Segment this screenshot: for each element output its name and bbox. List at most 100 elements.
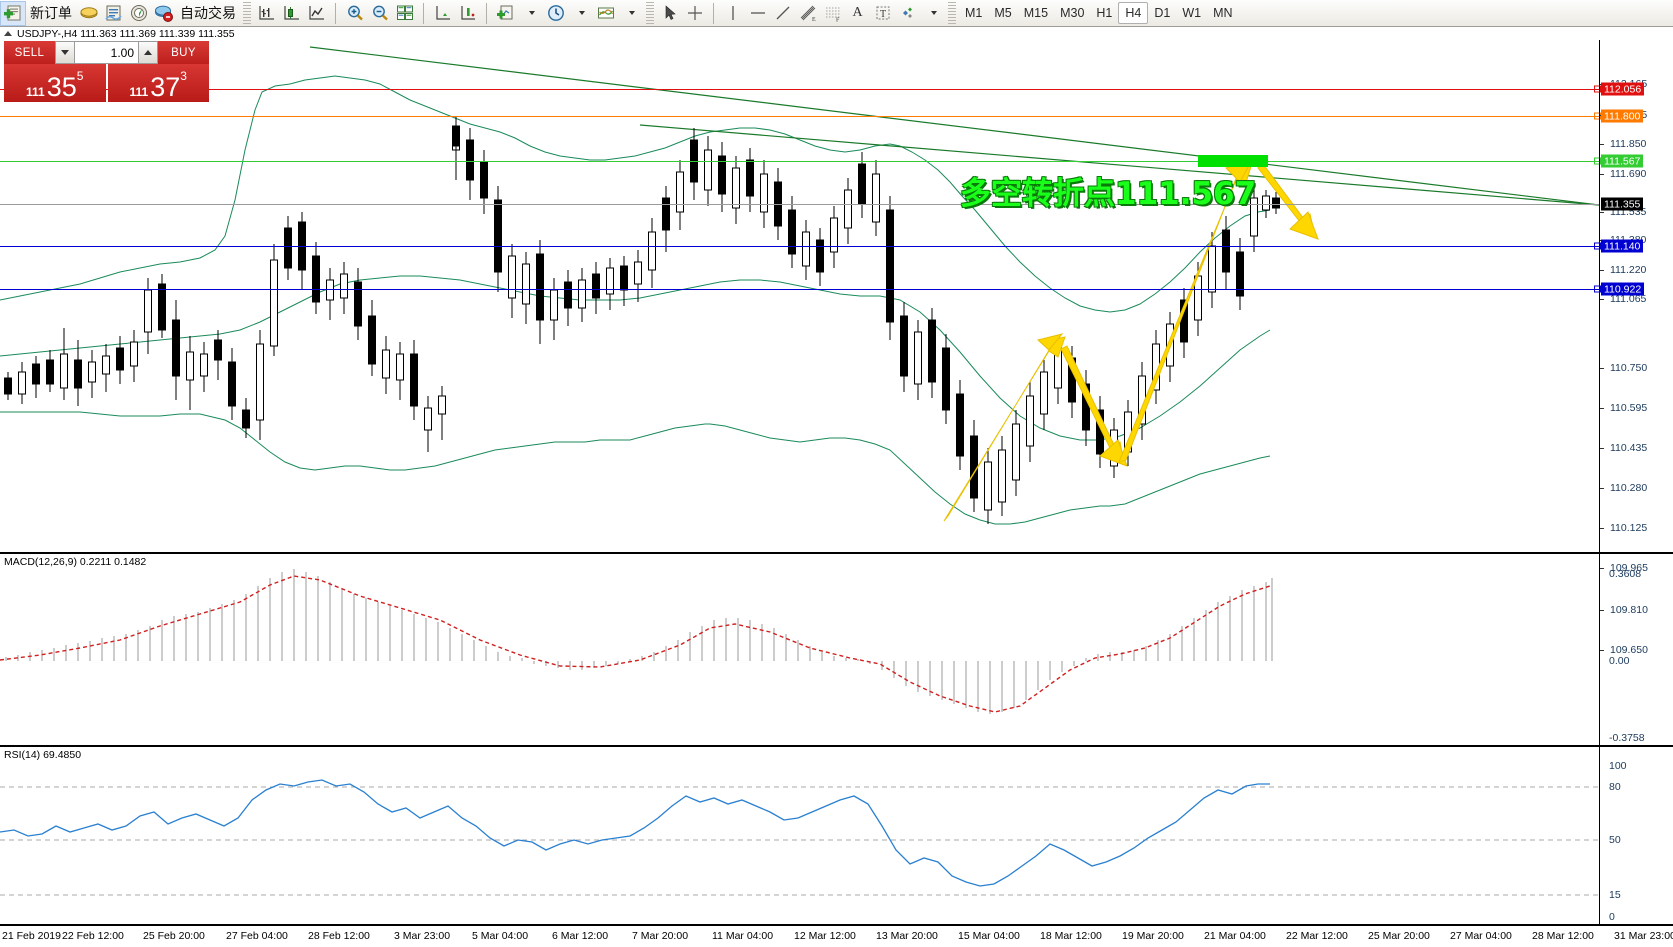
new-order-label[interactable]: 新订单 xyxy=(30,5,72,21)
main-toolbar: 新订单 xyxy=(0,0,1673,27)
buy-button[interactable]: BUY xyxy=(158,41,209,64)
zoom-out-icon[interactable] xyxy=(367,1,392,26)
text-icon[interactable]: A xyxy=(852,5,863,20)
expert-advisors-icon[interactable] xyxy=(76,1,101,26)
volume-increase-button[interactable] xyxy=(138,42,157,63)
new-chart-dropdown-icon[interactable] xyxy=(518,1,543,26)
period-clock-icon[interactable] xyxy=(543,1,568,26)
cursor-icon[interactable] xyxy=(657,1,682,26)
price-level-line-111140[interactable] xyxy=(0,246,1599,247)
svg-text:T: T xyxy=(880,9,886,20)
time-tick-label: 18 Mar 12:00 xyxy=(1040,930,1102,942)
time-tick-label: 25 Mar 20:00 xyxy=(1368,930,1430,942)
volume-input[interactable]: 1.00 xyxy=(75,42,138,63)
objects-list-icon[interactable] xyxy=(895,1,920,26)
toolbar-grip[interactable] xyxy=(243,2,251,24)
volume-decrease-button[interactable] xyxy=(56,42,75,63)
fibonacci-icon[interactable]: F xyxy=(820,1,845,26)
price-tick-label: 111.690 xyxy=(1610,168,1647,180)
price-tick-label: 110.280 xyxy=(1610,482,1648,494)
buy-price-whole: 111 xyxy=(129,85,149,99)
price-tag-112056[interactable]: 112.056 xyxy=(1601,82,1645,96)
crosshair-icon[interactable] xyxy=(682,1,707,26)
new-chart-icon[interactable] xyxy=(493,1,518,26)
rsi-tick-label: 80 xyxy=(1609,781,1621,793)
price-level-line-110922[interactable] xyxy=(0,289,1599,290)
timeframe-d1[interactable]: D1 xyxy=(1154,6,1171,20)
autotrading-icon[interactable] xyxy=(151,1,176,26)
tile-windows-icon[interactable] xyxy=(392,1,417,26)
price-level-line-111800[interactable] xyxy=(0,116,1599,117)
sell-button[interactable]: SELL xyxy=(4,41,55,64)
price-tick-label: 110.750 xyxy=(1610,362,1648,374)
axis-tick xyxy=(1600,299,1604,300)
time-axis[interactable]: 21 Feb 2019 22 Feb 12:00 25 Feb 20:00 27… xyxy=(0,924,1673,947)
sell-price-big: 35 xyxy=(46,72,77,102)
new-order-icon[interactable] xyxy=(0,0,26,26)
turning-point-annotation[interactable]: 多空转折点111.567 xyxy=(960,176,1257,212)
axis-tick xyxy=(1600,488,1604,489)
time-tick-label: 21 Feb 2019 xyxy=(2,930,61,942)
timeframe-m1[interactable]: M1 xyxy=(965,6,983,20)
macd-pane-separator xyxy=(0,552,1673,554)
price-tag-111800[interactable]: 111.800 xyxy=(1601,109,1644,123)
price-tag-110922[interactable]: 110.922 xyxy=(1601,282,1645,296)
timeframe-h1[interactable]: H1 xyxy=(1096,6,1113,20)
yellow-arrow-head-2 xyxy=(1099,439,1128,467)
timeframe-mn[interactable]: MN xyxy=(1213,6,1233,20)
price-tick-label: 109.810 xyxy=(1610,604,1648,616)
toolbar-grip-2[interactable] xyxy=(646,2,654,24)
rsi-indicator-label[interactable]: RSI(14) 69.4850 xyxy=(4,749,82,761)
timeframe-h4[interactable]: H4 xyxy=(1118,2,1149,24)
autotrading-label[interactable]: 自动交易 xyxy=(180,5,236,21)
price-axis[interactable]: 112.165 112.005 111.850 111.690 111.535 … xyxy=(1599,40,1673,924)
price-tag-111567[interactable]: 111.567 xyxy=(1601,154,1644,168)
crosshair-axes-red-icon[interactable] xyxy=(455,1,480,26)
period-dropdown-icon[interactable] xyxy=(568,1,593,26)
buy-price-display[interactable]: 111 37 3 xyxy=(107,64,209,102)
time-tick-label: 5 Mar 04:00 xyxy=(472,930,529,942)
text-label-icon[interactable]: T xyxy=(870,1,895,26)
time-tick-label: 27 Feb 04:00 xyxy=(226,930,288,942)
timeframe-w1[interactable]: W1 xyxy=(1182,6,1202,20)
macd-tick-label: 0.3608 xyxy=(1609,568,1642,580)
candlestick-chart-icon[interactable] xyxy=(279,1,304,26)
navigator-icon[interactable] xyxy=(126,1,151,26)
line-chart-icon[interactable] xyxy=(304,1,329,26)
timeframe-m15[interactable]: M15 xyxy=(1023,6,1049,20)
symbol-ohlc-bar: USDJPY-,H4 111.363 111.369 111.339 111.3… xyxy=(0,27,1673,40)
timeframe-m5[interactable]: M5 xyxy=(994,6,1012,20)
price-level-line-111567[interactable] xyxy=(0,161,1599,162)
price-tag-111140[interactable]: 111.140 xyxy=(1601,239,1644,253)
data-window-icon[interactable] xyxy=(101,1,126,26)
collapse-triangle-icon[interactable] xyxy=(4,31,12,36)
toolbar-separator xyxy=(333,2,338,24)
toolbar-grip-3[interactable] xyxy=(948,2,956,24)
macd-indicator-label[interactable]: MACD(12,26,9) 0.2211 0.1482 xyxy=(4,556,147,568)
price-level-line-112056[interactable] xyxy=(0,89,1599,90)
current-price-line-111355 xyxy=(0,204,1599,205)
timeframe-m30[interactable]: M30 xyxy=(1060,6,1085,20)
zoom-in-icon[interactable] xyxy=(342,1,367,26)
objects-dropdown-icon[interactable] xyxy=(920,1,945,26)
rsi-tick-label: 15 xyxy=(1609,889,1621,901)
resistance-zone-rectangle[interactable] xyxy=(1198,155,1268,167)
horizontal-line-icon[interactable] xyxy=(745,1,770,26)
sell-price-display[interactable]: 111 35 5 xyxy=(4,64,106,102)
chevron-down-icon xyxy=(61,50,69,55)
buy-price-big: 37 xyxy=(150,72,181,102)
bar-chart-icon[interactable] xyxy=(254,1,279,26)
symbol-ohlc-text: USDJPY-,H4 111.363 111.369 111.339 111.3… xyxy=(17,27,235,40)
price-tag-current-111355[interactable]: 111.355 xyxy=(1601,197,1644,211)
crosshair-axes-green-icon[interactable] xyxy=(430,1,455,26)
vertical-line-icon[interactable] xyxy=(720,1,745,26)
equidistant-channel-icon[interactable]: E xyxy=(795,1,820,26)
one-click-trading-panel[interactable]: SELL 1.00 BUY 111 35 5 111 37 3 xyxy=(4,41,209,102)
trendline-icon[interactable] xyxy=(770,1,795,26)
templates-icon[interactable] xyxy=(593,1,618,26)
price-tick-label: 110.595 xyxy=(1610,402,1648,414)
templates-dropdown-icon[interactable] xyxy=(618,1,643,26)
axis-tick xyxy=(1600,650,1604,651)
volume-stepper[interactable]: 1.00 xyxy=(55,41,158,64)
